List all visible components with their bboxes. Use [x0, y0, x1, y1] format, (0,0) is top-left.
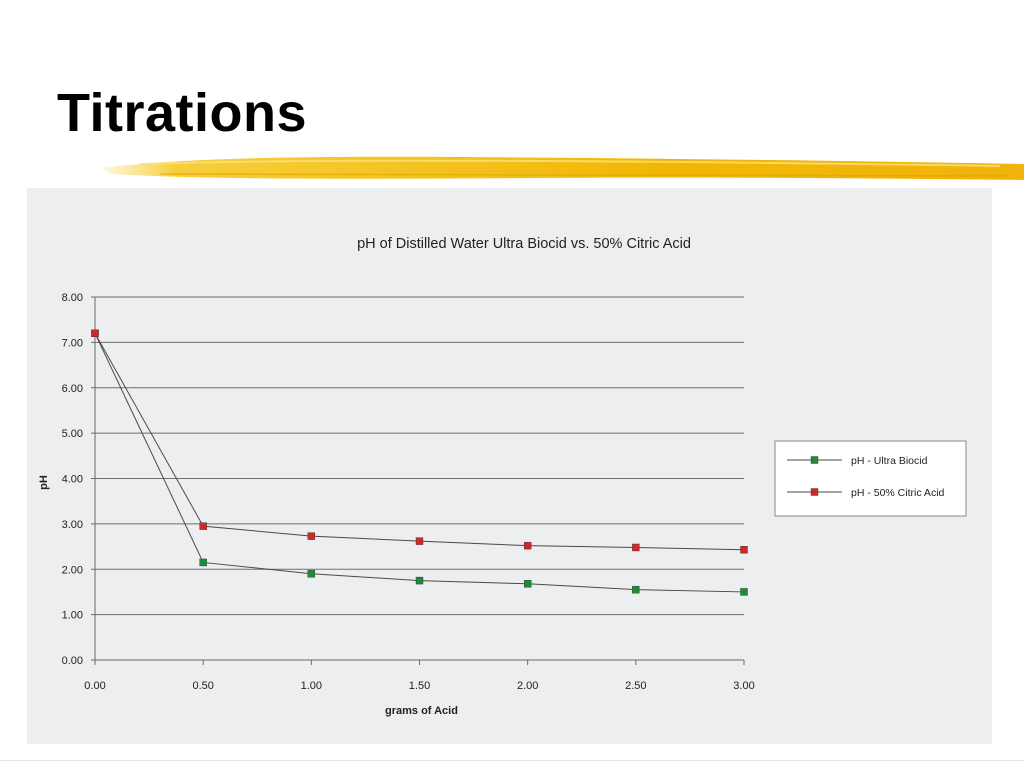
y-tick-label: 4.00	[62, 474, 83, 486]
y-tick-label: 7.00	[62, 337, 83, 349]
legend: pH - Ultra Biocid pH - 50% Citric Acid	[774, 440, 967, 517]
x-tick-label: 2.00	[517, 680, 538, 692]
y-tick-label: 1.00	[62, 610, 83, 622]
x-tick-label: 1.00	[301, 680, 322, 692]
series-line-0	[94, 333, 745, 593]
data-point	[415, 537, 424, 545]
data-point	[523, 541, 532, 550]
x-tick-label: 1.50	[409, 680, 430, 692]
series-lines	[91, 329, 748, 596]
chart-panel: pH of Distilled Water Ultra Biocid vs. 5…	[27, 188, 992, 744]
slide-title: Titrations	[57, 83, 308, 143]
y-tick-labels: 0.00 1.00 2.00 3.00 4.00 5.00 6.00 7.00 8.00	[62, 292, 95, 667]
grid-lines	[95, 296, 744, 616]
x-tick-label: 0.00	[84, 680, 105, 692]
data-point	[91, 329, 99, 338]
chart-title: pH of Distilled Water Ultra Biocid vs. 5…	[357, 236, 691, 252]
y-tick-label: 6.00	[62, 383, 83, 395]
x-axis-label: grams of Acid	[385, 705, 458, 717]
data-point	[199, 522, 207, 530]
y-tick-label: 8.00	[62, 292, 83, 304]
x-tick-labels: 0.00 0.50 1.00 1.50 2.00 2.50 3.00	[84, 660, 755, 692]
legend-marker	[810, 488, 819, 496]
title-underline-brushstroke	[102, 156, 1024, 180]
y-tick-label: 0.00	[62, 655, 83, 667]
data-point	[415, 576, 424, 585]
titration-line-chart: pH of Distilled Water Ultra Biocid vs. 5…	[38, 236, 967, 717]
x-tick-label: 3.00	[733, 680, 754, 692]
data-point	[632, 585, 640, 594]
data-point	[523, 580, 532, 588]
legend-label: pH - Ultra Biocid	[851, 455, 928, 467]
footer-divider	[0, 760, 1024, 761]
data-point	[740, 588, 748, 596]
data-point	[307, 570, 316, 578]
y-tick-label: 3.00	[62, 519, 83, 531]
y-axis-label: pH	[38, 475, 50, 490]
legend-marker	[810, 456, 819, 464]
data-point	[199, 558, 207, 567]
x-tick-label: 0.50	[192, 680, 213, 692]
y-tick-label: 5.00	[62, 428, 83, 440]
series-line-1	[94, 333, 745, 551]
y-tick-label: 2.00	[62, 564, 83, 576]
legend-label: pH - 50% Citric Acid	[851, 487, 945, 499]
data-point	[740, 546, 748, 554]
x-tick-label: 2.50	[625, 680, 646, 692]
data-point	[632, 543, 640, 552]
data-point	[307, 532, 316, 540]
